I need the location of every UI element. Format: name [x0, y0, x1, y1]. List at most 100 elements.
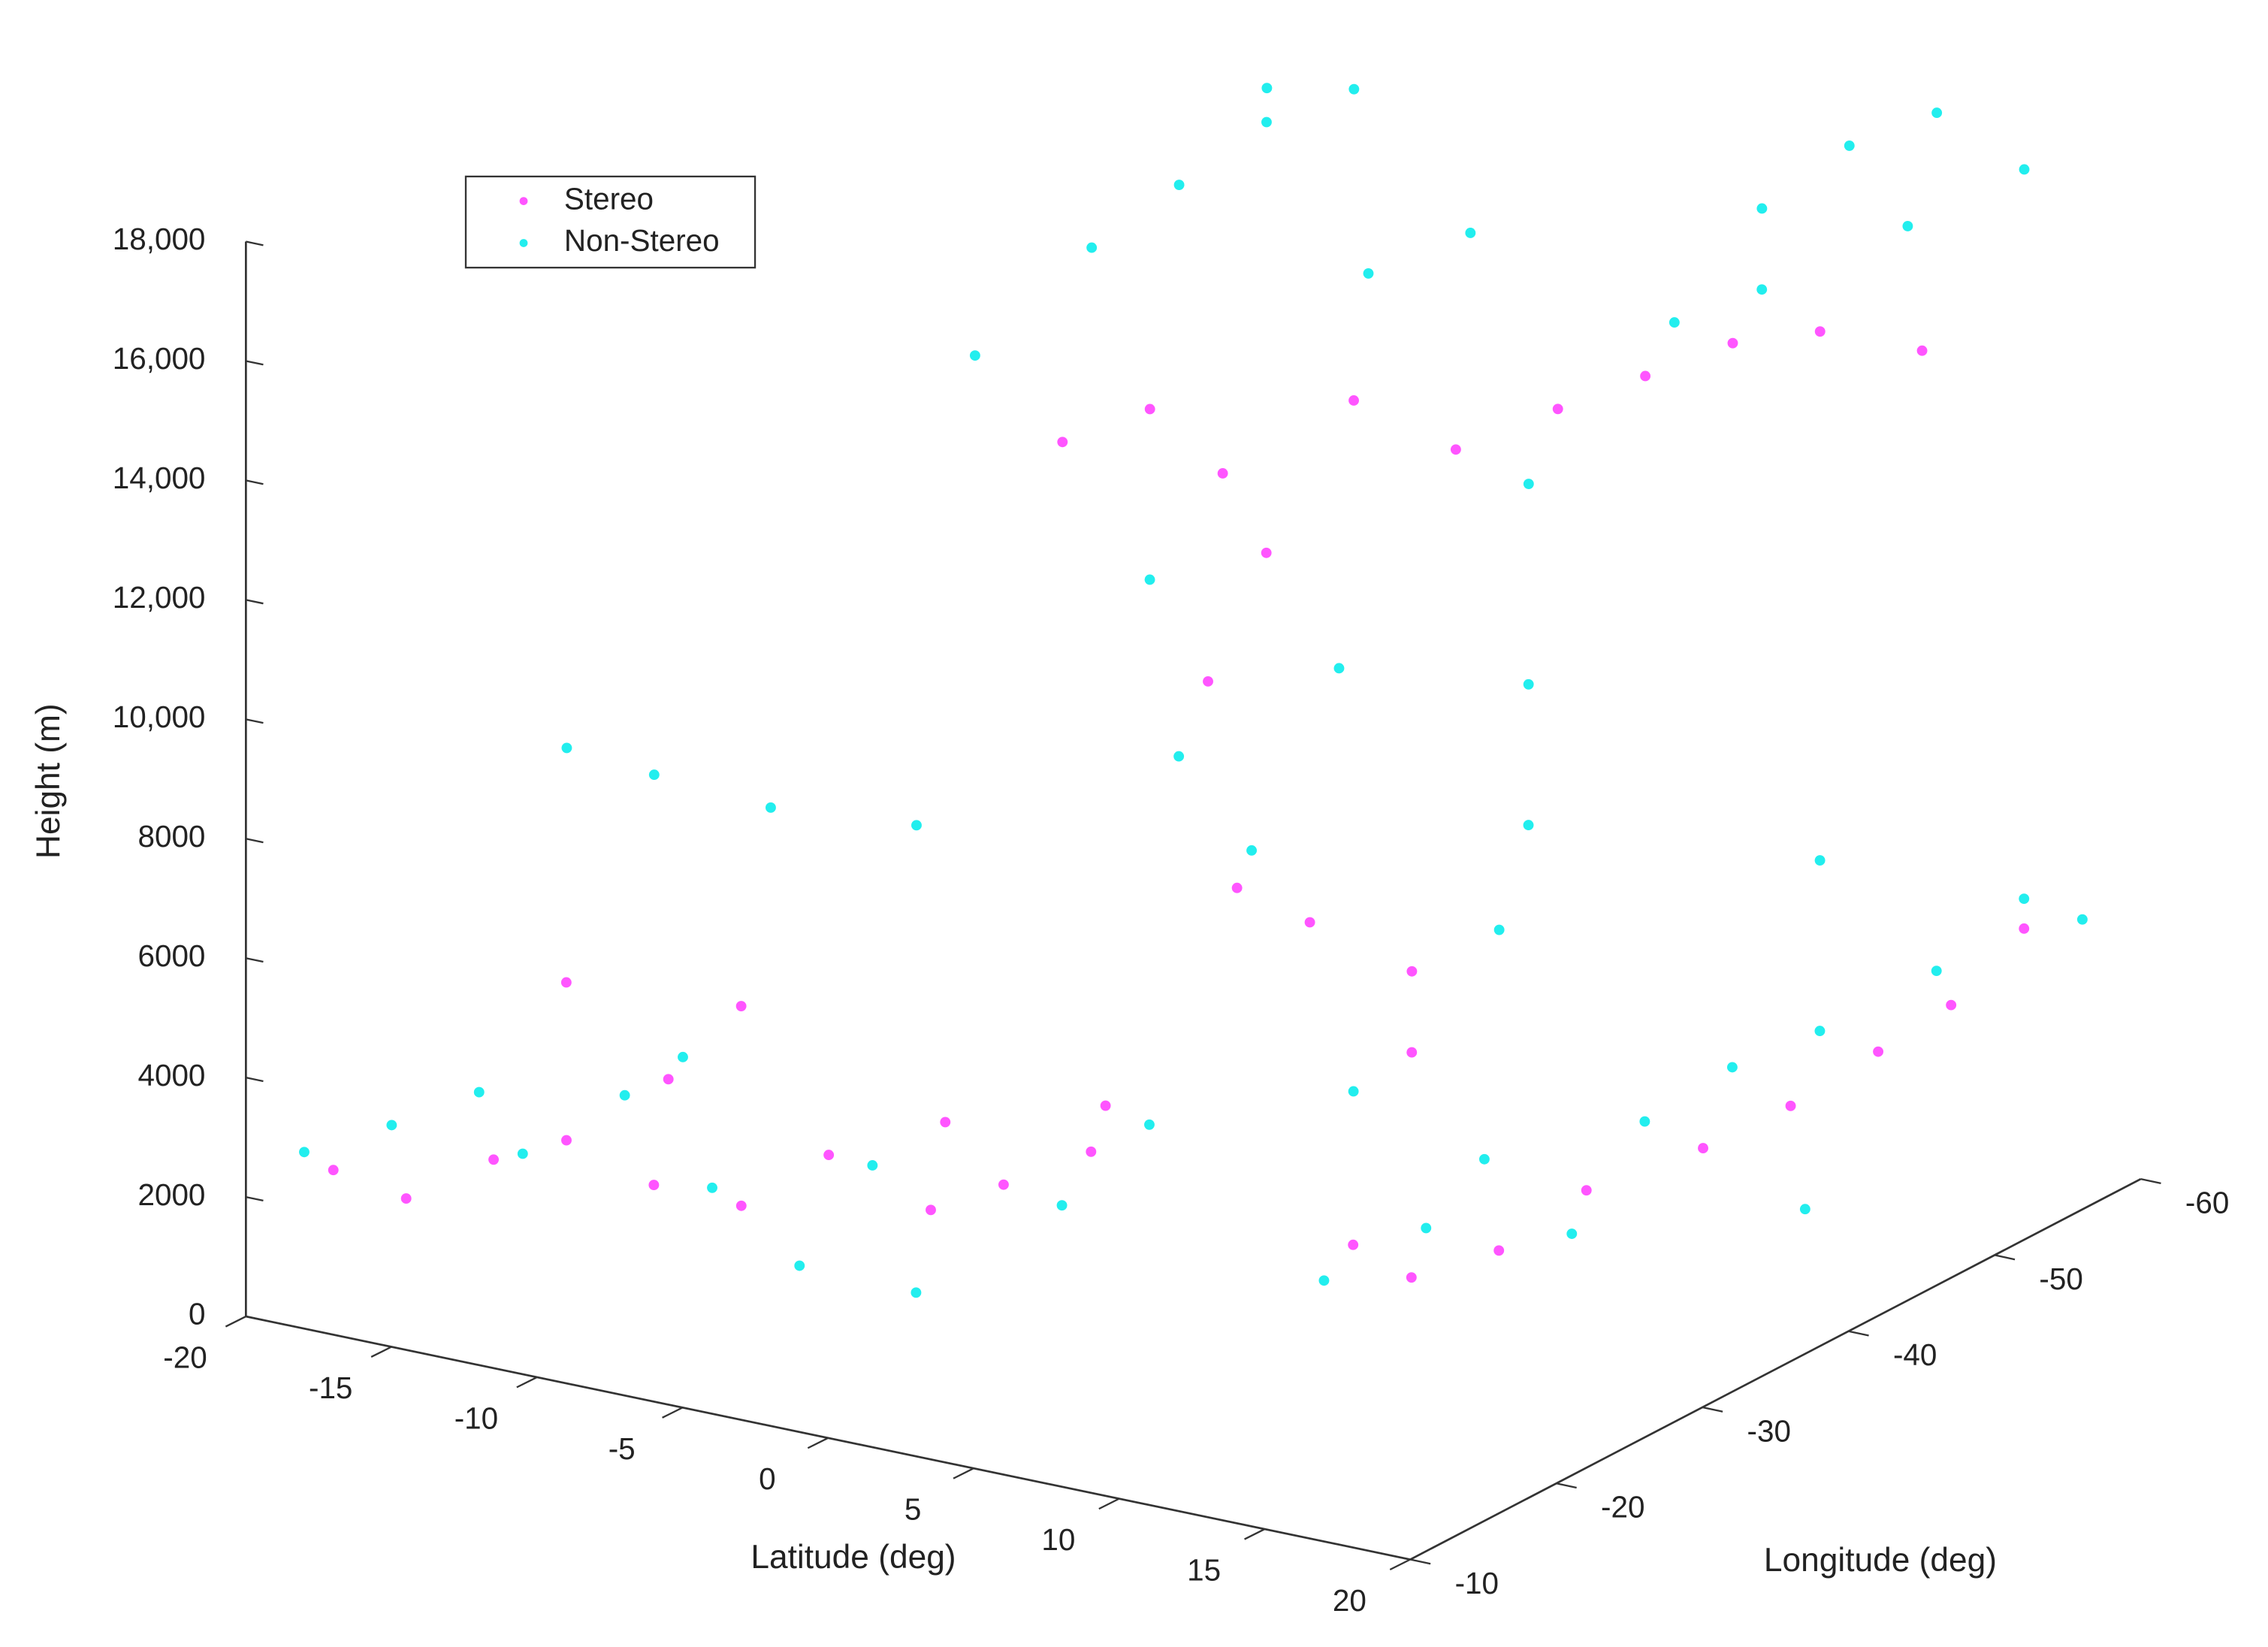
point: [386, 1120, 397, 1131]
legend-marker: [519, 197, 528, 206]
series: [299, 83, 2088, 1298]
point: [1217, 468, 1228, 479]
z-tick-label: 12,000: [113, 580, 206, 615]
point: [926, 1204, 936, 1216]
point: [1727, 337, 1738, 349]
point: [678, 1051, 688, 1062]
x-tick: [1098, 1497, 1120, 1510]
point: [561, 742, 572, 754]
point: [1785, 1100, 1796, 1111]
y-tick-label: -30: [1747, 1413, 1791, 1448]
point: [1640, 370, 1651, 382]
point: [1363, 267, 1374, 279]
point: [1639, 1116, 1650, 1127]
point: [735, 1001, 747, 1011]
point: [1698, 1143, 1708, 1154]
x-tick-label: -10: [455, 1401, 498, 1435]
point: [1231, 882, 1243, 893]
point: [1493, 924, 1505, 935]
y-tick-label: -20: [1601, 1490, 1644, 1525]
point: [1946, 999, 1957, 1011]
point: [1333, 663, 1345, 674]
y-tick: [1848, 1330, 1869, 1337]
point: [1552, 403, 1563, 415]
point: [2019, 923, 2030, 934]
z-tick: [246, 1315, 264, 1322]
point: [1057, 437, 1068, 448]
z-tick-label: 14,000: [113, 461, 206, 495]
point: [1348, 1086, 1359, 1097]
point: [2019, 164, 2030, 175]
x-tick-label: 5: [904, 1492, 921, 1527]
point: [1173, 180, 1185, 190]
point: [473, 1086, 485, 1098]
z-tick: [246, 957, 264, 963]
point: [1261, 547, 1272, 558]
point: [1348, 83, 1360, 95]
z-tick: [246, 479, 264, 485]
point: [648, 769, 660, 781]
legend-marker: [519, 239, 528, 247]
y-tick-label: -10: [1455, 1566, 1499, 1600]
point: [1421, 1222, 1432, 1234]
point: [488, 1154, 499, 1165]
point: [1406, 966, 1418, 977]
x-tick-label: -5: [609, 1431, 636, 1466]
y-tick: [1702, 1406, 1723, 1413]
point: [1348, 395, 1359, 406]
y-axis-label: Longitude (deg): [1764, 1542, 1997, 1579]
point: [1318, 1275, 1330, 1286]
y-tick: [1994, 1254, 2016, 1261]
point: [1814, 326, 1826, 337]
point: [1902, 221, 1913, 231]
point: [1246, 845, 1258, 856]
point: [707, 1182, 717, 1193]
z-tick: [246, 599, 264, 605]
z-tick-label: 6000: [137, 938, 205, 973]
legend-box: [464, 175, 757, 269]
x-tick: [1389, 1558, 1411, 1571]
point: [1814, 1026, 1826, 1037]
x-tick: [1244, 1528, 1266, 1540]
point: [1144, 574, 1155, 585]
y-tick-label: -60: [2185, 1185, 2229, 1219]
z-tick-label: 10,000: [113, 700, 206, 734]
point: [1844, 140, 1855, 151]
point: [1173, 751, 1185, 762]
series: [328, 326, 2030, 1283]
point: [1203, 675, 1213, 687]
point: [1931, 966, 1942, 977]
legend-label: Non-Stereo: [564, 223, 720, 258]
point: [1669, 317, 1680, 328]
point: [663, 1074, 674, 1085]
z-axis-label: Height (m): [30, 703, 67, 859]
x-tick: [807, 1437, 829, 1449]
point: [1523, 479, 1534, 489]
point: [1523, 820, 1534, 831]
point: [2019, 893, 2030, 905]
point: [940, 1117, 951, 1128]
x-tick-label: -20: [163, 1340, 207, 1375]
point: [517, 1148, 528, 1159]
point: [1799, 1204, 1810, 1215]
z-tick: [246, 240, 264, 246]
x-tick-label: 0: [759, 1461, 775, 1496]
point: [619, 1089, 630, 1101]
point: [1144, 1119, 1155, 1130]
point: [1086, 242, 1098, 253]
z-tick-label: 8000: [137, 819, 205, 854]
point: [1406, 1047, 1418, 1058]
point: [1261, 83, 1273, 94]
point: [328, 1165, 339, 1176]
point: [1523, 678, 1534, 690]
point: [1756, 284, 1768, 295]
z-tick-label: 0: [189, 1297, 205, 1331]
point: [1814, 855, 1826, 866]
point: [1478, 1153, 1490, 1165]
point: [867, 1160, 878, 1171]
point: [735, 1200, 747, 1211]
y-tick-label: -50: [2039, 1262, 2082, 1296]
point: [1916, 345, 1928, 356]
x-tick-label: 10: [1041, 1522, 1075, 1557]
